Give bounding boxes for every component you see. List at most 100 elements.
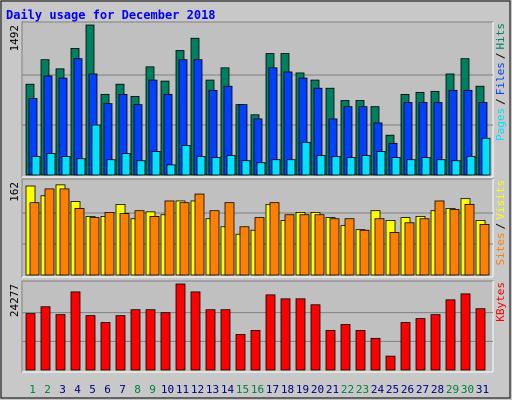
bar	[299, 214, 310, 276]
legend-entry: Sites	[494, 232, 507, 265]
bar	[280, 298, 291, 371]
legend-separator: /	[494, 98, 507, 105]
bar	[419, 218, 430, 276]
bar	[241, 160, 251, 176]
bar	[190, 291, 201, 371]
x-tick-label: 7	[119, 383, 126, 396]
bar	[295, 298, 306, 371]
bar	[269, 202, 280, 276]
bar	[265, 294, 276, 371]
x-tick-label: 6	[104, 383, 111, 396]
x-tick-label: 4	[74, 383, 81, 396]
bar	[256, 162, 266, 176]
x-tick-label: 10	[161, 383, 174, 396]
bar	[254, 217, 265, 276]
legend-entry: Files	[494, 62, 507, 95]
bar	[464, 203, 475, 276]
bar	[119, 213, 130, 276]
x-tick-label: 17	[266, 383, 279, 396]
bar	[314, 214, 325, 276]
bar	[370, 337, 381, 371]
bar	[196, 156, 206, 176]
bar	[421, 157, 431, 176]
bar	[151, 151, 161, 176]
legend: Pages / Files / Hits	[494, 23, 507, 141]
bar	[449, 209, 460, 276]
x-tick-label: 1	[29, 383, 36, 396]
bar	[163, 93, 173, 176]
bar	[301, 141, 311, 176]
bar	[391, 157, 401, 176]
bar	[310, 304, 321, 371]
legend-separator: /	[494, 223, 507, 230]
bar	[460, 293, 471, 371]
bar	[239, 226, 250, 276]
legend-separator: /	[494, 53, 507, 60]
bar	[164, 200, 175, 276]
bar	[175, 283, 186, 371]
bar	[445, 299, 456, 371]
bar	[404, 222, 415, 276]
bar	[73, 58, 83, 176]
bar	[100, 322, 111, 371]
bar	[479, 224, 490, 276]
bar	[181, 145, 191, 176]
x-tick-label: 2	[44, 383, 51, 396]
bar	[235, 333, 246, 371]
bar	[145, 309, 156, 371]
x-tick-label: 14	[221, 383, 235, 396]
x-tick-label: 23	[356, 383, 369, 396]
bar	[250, 330, 261, 371]
bar	[115, 315, 126, 371]
x-tick-label: 25	[386, 383, 399, 396]
legend-entry: Visits	[494, 180, 507, 220]
bar	[104, 212, 115, 276]
bar	[46, 153, 56, 176]
bar	[160, 312, 171, 371]
bar	[106, 159, 116, 176]
bar	[224, 202, 235, 276]
bar	[284, 214, 295, 276]
x-tick-label: 26	[401, 383, 414, 396]
legend: Sites / Visits	[494, 180, 507, 266]
bar	[451, 160, 461, 176]
x-tick-label: 22	[341, 383, 354, 396]
y-tick-label: 162	[8, 182, 21, 202]
bar	[40, 306, 51, 371]
bar	[286, 159, 296, 176]
bar	[374, 218, 385, 276]
x-tick-label: 21	[326, 383, 339, 396]
bar	[205, 309, 216, 371]
x-tick-label: 5	[89, 383, 96, 396]
bar	[25, 313, 36, 371]
x-tick-label: 28	[431, 383, 444, 396]
bar	[271, 159, 281, 176]
bar	[121, 153, 131, 176]
legend-entry: Hits	[494, 23, 507, 50]
bar	[329, 218, 340, 276]
x-tick-label: 13	[206, 383, 219, 396]
bar	[149, 216, 160, 276]
bar	[316, 155, 326, 176]
bar	[44, 188, 55, 276]
y-tick-label: 24277	[8, 284, 21, 317]
bar	[220, 309, 231, 371]
bar	[74, 208, 85, 276]
bar	[136, 160, 146, 176]
x-tick-label: 15	[236, 383, 249, 396]
bar	[376, 151, 386, 176]
x-tick-label: 16	[251, 383, 264, 396]
bar	[31, 156, 41, 176]
bar	[430, 314, 441, 371]
bar	[268, 67, 278, 176]
bar	[475, 308, 486, 371]
bar	[400, 322, 411, 371]
bar	[89, 217, 100, 276]
x-tick-label: 20	[311, 383, 324, 396]
x-tick-label: 19	[296, 383, 309, 396]
x-tick-label: 30	[461, 383, 474, 396]
bar	[389, 232, 400, 276]
x-tick-label: 11	[176, 383, 189, 396]
bar	[359, 229, 370, 276]
